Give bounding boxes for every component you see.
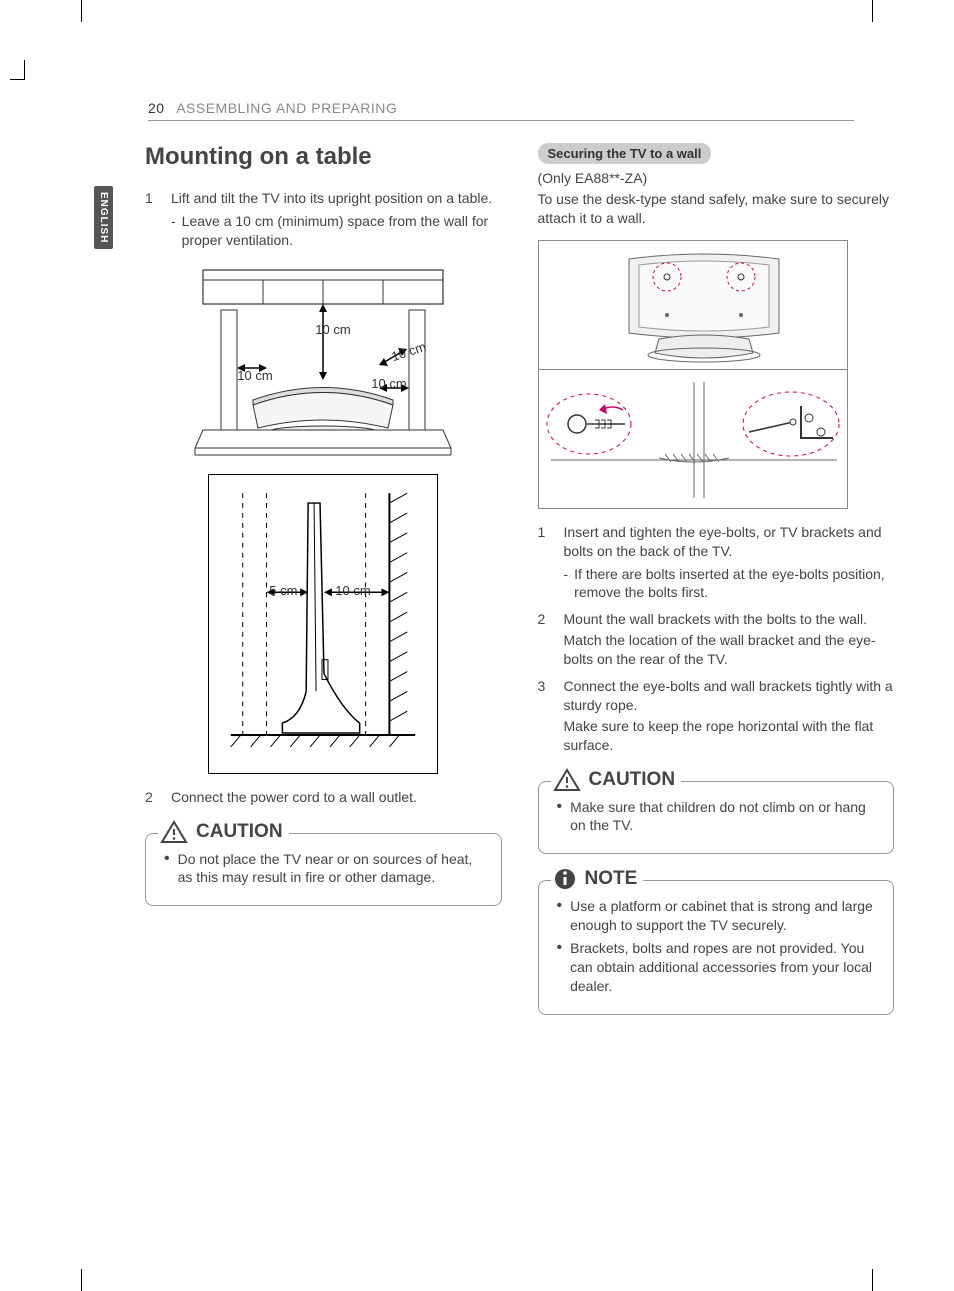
note-icon (553, 867, 577, 891)
step-2: 2 Connect the power cord to a wall outle… (145, 788, 502, 807)
step-text: Lift and tilt the TV into its upright po… (171, 190, 492, 206)
left-steps-2: 2 Connect the power cord to a wall outle… (145, 788, 502, 807)
caution-label: CAUTION (196, 821, 283, 843)
step-number: 2 (538, 610, 550, 669)
caution-title: CAUTION (158, 820, 289, 844)
sub-item: Leave a 10 cm (minimum) space from the w… (171, 212, 502, 250)
caution-icon (160, 820, 188, 844)
diagram-1-svg (193, 260, 453, 460)
crop-mark (81, 0, 82, 22)
step-body: Insert and tighten the eye-bolts, or TV … (564, 523, 895, 603)
section-title: ASSEMBLING AND PREPARING (176, 100, 397, 116)
caution-item: Make sure that children do not climb on … (557, 798, 878, 836)
label-right-lower: 10 cm (371, 376, 406, 391)
diagram-3b (538, 369, 848, 509)
caution-box-right: CAUTION Make sure that children do not c… (538, 781, 895, 855)
content-columns: Mounting on a table 1 Lift and tilt the … (145, 143, 894, 1015)
diagram-2-svg (209, 475, 437, 773)
sub-list: If there are bolts inserted at the eye-b… (564, 565, 895, 603)
page-number: 20 (148, 100, 165, 116)
step-text: Connect the power cord to a wall outlet. (171, 789, 417, 805)
label-back-gap: 10 cm (335, 583, 370, 598)
step-text: Insert and tighten the eye-bolts, or TV … (564, 524, 882, 559)
crop-mark (81, 1269, 82, 1291)
r-step-3: 3 Connect the eye-bolts and wall bracket… (538, 677, 895, 755)
step-number: 3 (538, 677, 550, 755)
diagram-3a (538, 240, 848, 370)
step-body: Connect the eye-bolts and wall brackets … (564, 677, 895, 755)
crop-mark (24, 60, 25, 80)
crop-mark (872, 0, 873, 22)
caution-icon (553, 768, 581, 792)
step-text: Connect the eye-bolts and wall brackets … (564, 678, 893, 713)
left-column: Mounting on a table 1 Lift and tilt the … (145, 143, 502, 1015)
right-column: Securing the TV to a wall (Only EA88**-Z… (538, 143, 895, 1015)
sub-item: If there are bolts inserted at the eye-b… (564, 565, 895, 603)
note-item: Use a platform or cabinet that is strong… (557, 897, 878, 935)
note-list: Use a platform or cabinet that is strong… (557, 897, 878, 995)
step-body: Connect the power cord to a wall outlet. (171, 788, 417, 807)
r-step-2: 2 Mount the wall brackets with the bolts… (538, 610, 895, 669)
page-header: 20 ASSEMBLING AND PREPARING (148, 100, 854, 121)
note-box: NOTE Use a platform or cabinet that is s… (538, 880, 895, 1014)
crop-mark (872, 1269, 873, 1291)
label-top-clearance: 10 cm (315, 322, 350, 337)
sub-list: Leave a 10 cm (minimum) space from the w… (171, 212, 502, 250)
figure-wall-secure (538, 240, 895, 509)
label-front-gap: 5 cm (269, 583, 297, 598)
caution-label: CAUTION (589, 769, 676, 791)
intro-text: To use the desk-type stand safely, make … (538, 190, 895, 228)
caution-list: Do not place the TV near or on sources o… (164, 850, 485, 888)
right-steps: 1 Insert and tighten the eye-bolts, or T… (538, 523, 895, 755)
step-extra: Match the location of the wall bracket a… (564, 631, 895, 669)
r-step-1: 1 Insert and tighten the eye-bolts, or T… (538, 523, 895, 603)
step-body: Lift and tilt the TV into its upright po… (171, 189, 502, 250)
section-pill: Securing the TV to a wall (538, 143, 712, 164)
language-tab: ENGLISH (94, 186, 113, 249)
step-extra: Make sure to keep the rope horizontal wi… (564, 717, 895, 755)
caution-item: Do not place the TV near or on sources o… (164, 850, 485, 888)
step-number: 2 (145, 788, 157, 807)
note-title: NOTE (551, 867, 644, 891)
step-body: Mount the wall brackets with the bolts t… (564, 610, 895, 669)
step-text: Mount the wall brackets with the bolts t… (564, 611, 867, 627)
step-number: 1 (538, 523, 550, 603)
heading-mounting: Mounting on a table (145, 143, 502, 171)
note-item: Brackets, bolts and ropes are not provid… (557, 939, 878, 996)
figure-side-profile: 5 cm 10 cm (145, 474, 502, 774)
caution-list: Make sure that children do not climb on … (557, 798, 878, 836)
figure-table-clearance: 10 cm 10 cm 10 cm 10 cm (145, 260, 502, 460)
caution-box-left: CAUTION Do not place the TV near or on s… (145, 833, 502, 907)
model-note: (Only EA88**-ZA) (538, 170, 895, 186)
left-steps: 1 Lift and tilt the TV into its upright … (145, 189, 502, 250)
caution-title: CAUTION (551, 768, 682, 792)
label-left-clearance: 10 cm (237, 368, 272, 383)
crop-mark (10, 79, 25, 80)
step-number: 1 (145, 189, 157, 250)
note-label: NOTE (585, 868, 638, 890)
step-1: 1 Lift and tilt the TV into its upright … (145, 189, 502, 250)
